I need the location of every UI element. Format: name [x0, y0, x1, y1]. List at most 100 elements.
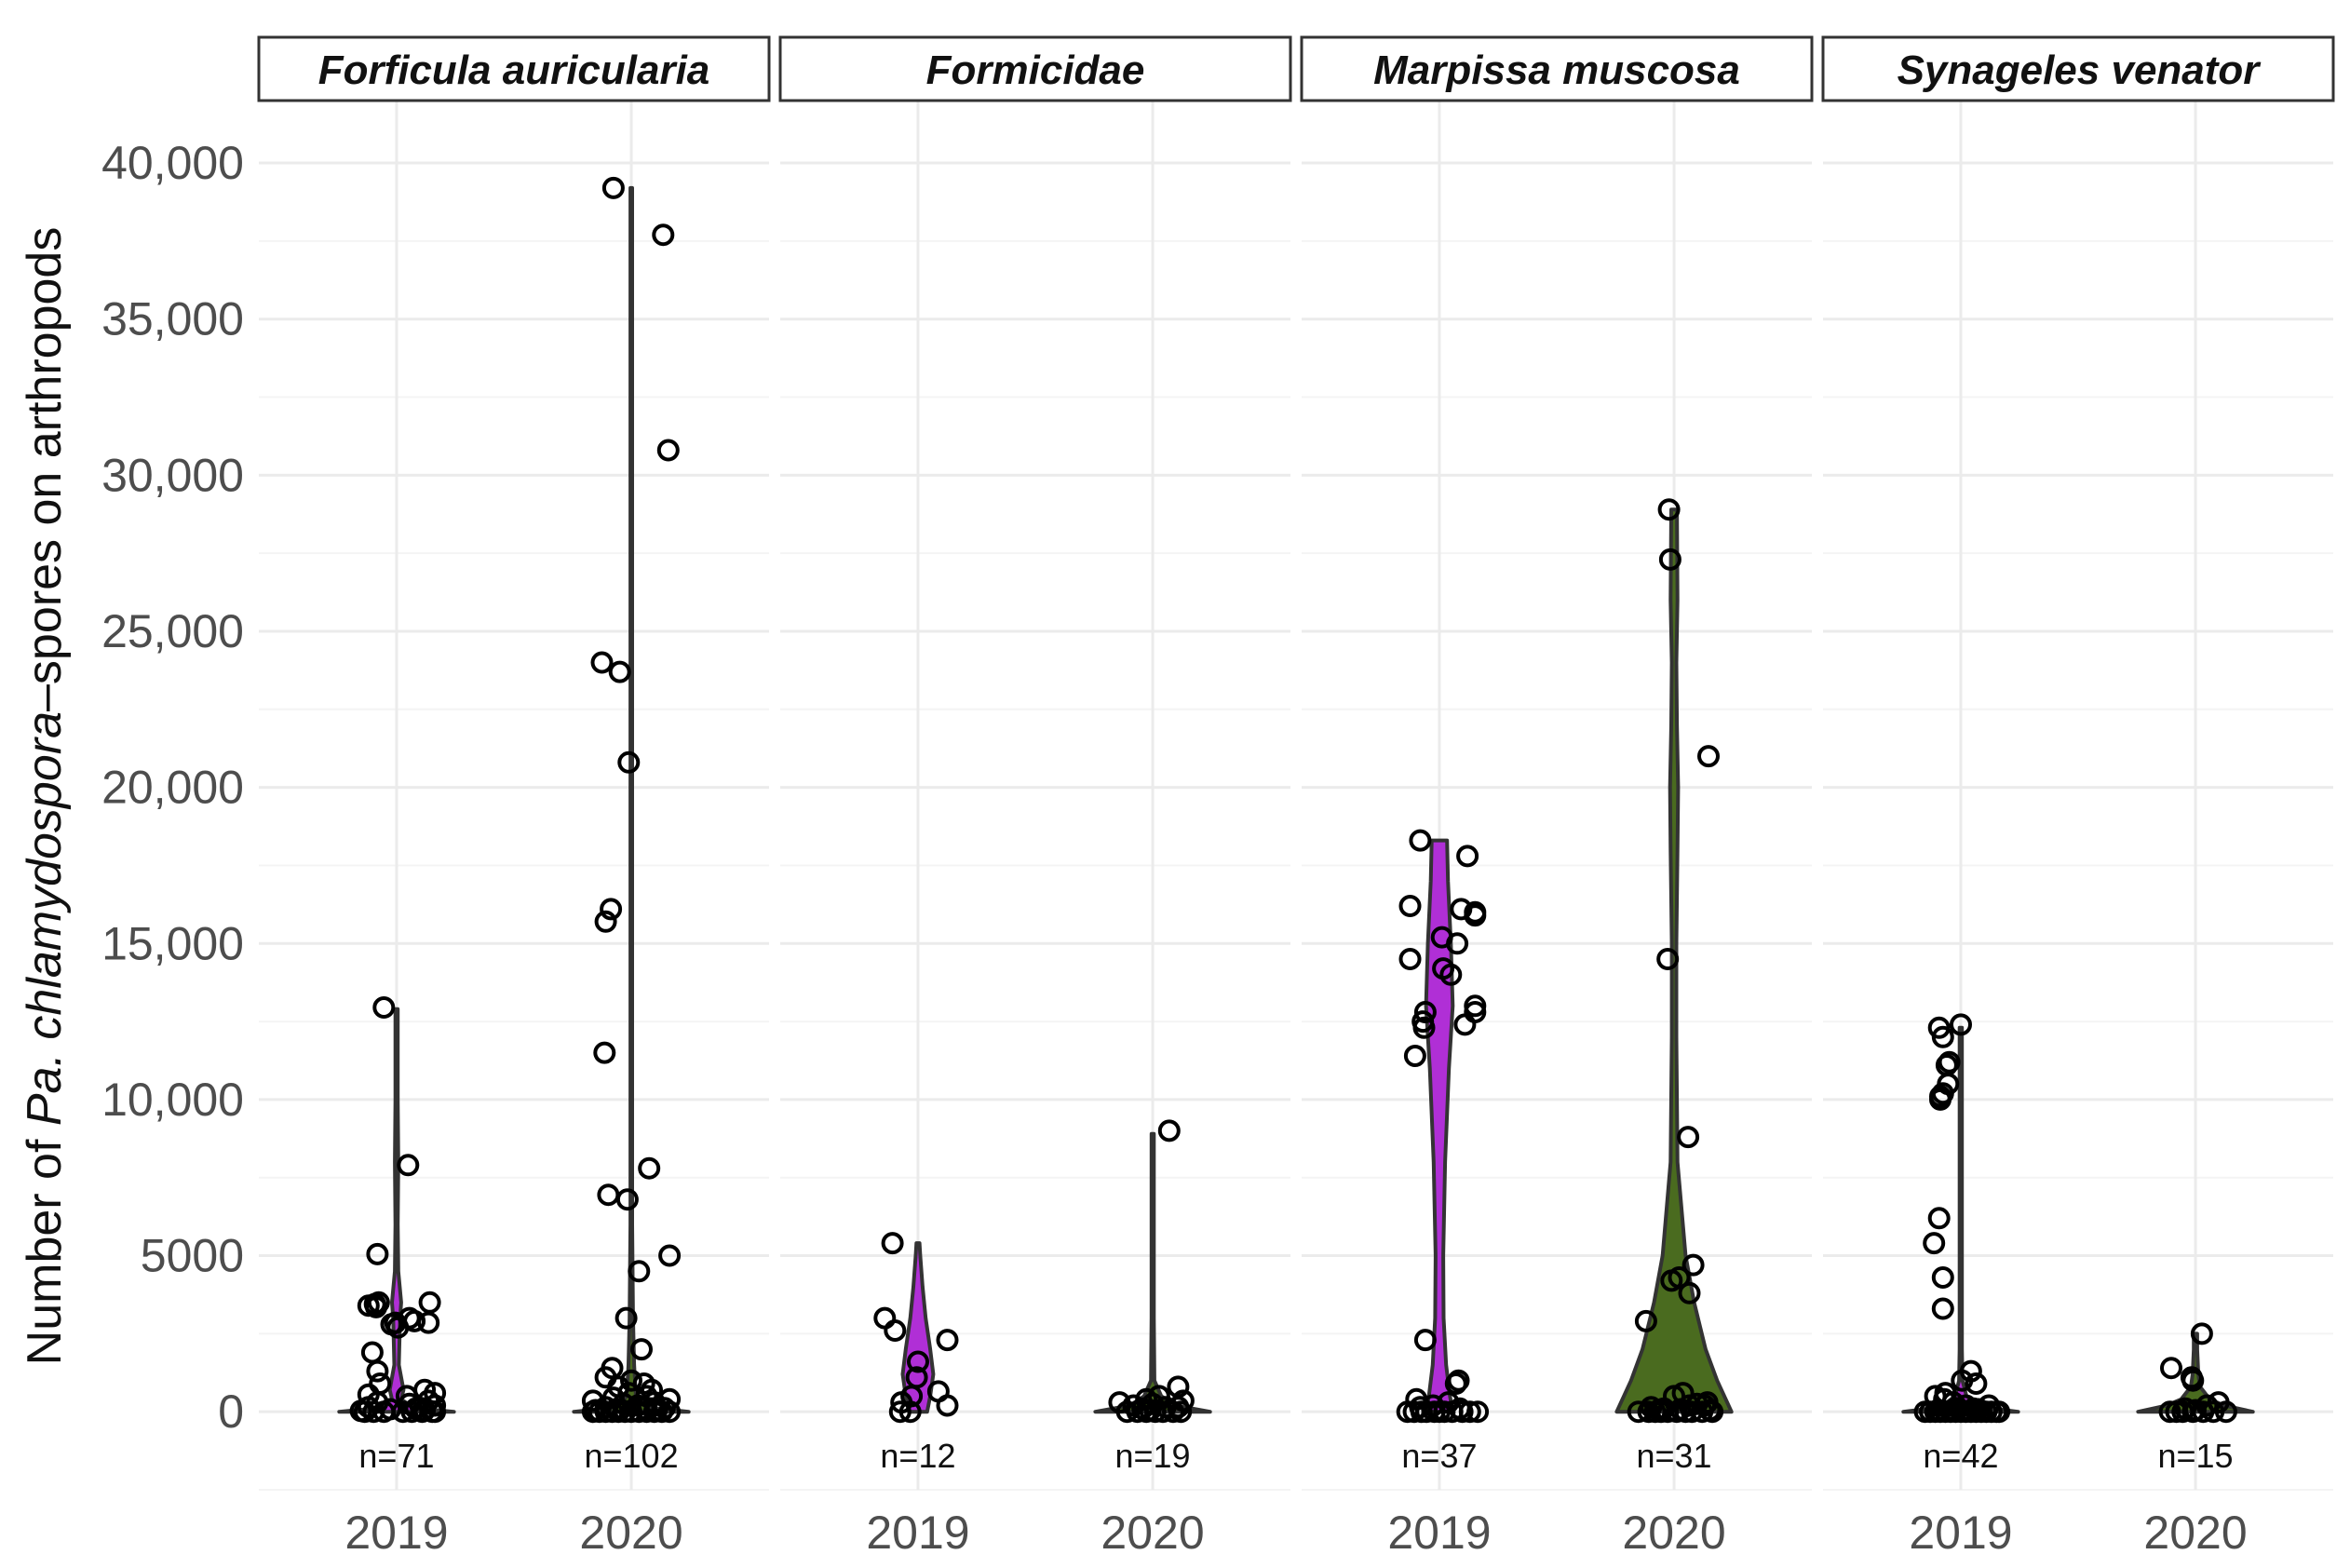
data-point [360, 1341, 384, 1364]
data-point [1398, 948, 1422, 970]
sample-size-label: n=12 [880, 1437, 955, 1475]
data-point [1139, 1399, 1162, 1422]
data-point [1926, 1399, 1950, 1422]
data-point [1660, 1269, 1683, 1292]
data-point [628, 1260, 651, 1283]
data-point [1678, 1394, 1701, 1417]
data-point [1927, 1207, 1951, 1230]
data-point [1978, 1394, 2001, 1417]
data-point [1456, 845, 1479, 868]
data-point [1931, 1297, 1954, 1320]
point-layer [349, 176, 2237, 1424]
data-point [1464, 994, 1487, 1018]
data-point [2190, 1322, 2213, 1345]
data-point [1444, 1372, 1467, 1395]
y-tick-label: 35,000 [101, 293, 244, 345]
sample-size-label: n=42 [1923, 1437, 1998, 1475]
data-point [594, 910, 617, 933]
facet-strip [778, 35, 1292, 102]
data-point [608, 660, 631, 683]
data-point [630, 1338, 653, 1361]
data-point [936, 1394, 959, 1417]
data-point [1413, 1329, 1437, 1352]
data-point [1409, 1396, 1432, 1419]
data-point [581, 1389, 604, 1413]
data-point [1965, 1372, 1988, 1395]
data-point [1627, 1400, 1650, 1424]
y-tick-label: 0 [218, 1386, 244, 1438]
data-point [658, 1387, 682, 1411]
data-point [1677, 1126, 1700, 1149]
y-tick-label: 40,000 [101, 137, 244, 189]
data-point [1931, 1266, 1954, 1289]
data-point [1447, 1369, 1470, 1392]
y-tick-label: 5000 [141, 1230, 244, 1282]
violin-2020 [572, 185, 691, 1414]
data-point [1409, 829, 1432, 852]
data-point [1167, 1396, 1190, 1419]
data-point [600, 898, 623, 921]
x-tick-label: 2020 [1101, 1507, 1204, 1559]
data-point [386, 1316, 410, 1339]
data-point [1947, 1397, 1970, 1420]
data-point [1658, 547, 1681, 571]
data-point [1458, 1400, 1481, 1424]
data-point [638, 1156, 661, 1180]
data-point [590, 651, 614, 674]
data-point [617, 750, 641, 774]
data-point [366, 1359, 389, 1383]
data-point [1657, 498, 1681, 521]
data-point [369, 1372, 392, 1395]
x-tick-label: 2019 [866, 1507, 969, 1559]
data-point [1634, 1309, 1657, 1332]
data-point [597, 1183, 620, 1207]
data-point [1951, 1369, 1974, 1392]
data-point [2158, 1400, 2181, 1424]
data-point [2174, 1397, 2197, 1420]
sample-size-label: n=15 [2157, 1437, 2233, 1475]
data-point [601, 176, 625, 199]
data-point [1453, 1013, 1477, 1036]
data-point [1413, 1001, 1437, 1023]
data-point [2214, 1400, 2237, 1424]
data-point [1464, 904, 1487, 927]
y-tick-label: 25,000 [101, 605, 244, 657]
y-tick-label: 20,000 [101, 762, 244, 814]
violin-2019 [1901, 1025, 2020, 1414]
x-tick-label: 2020 [579, 1507, 682, 1559]
violin-layer [337, 185, 2255, 1414]
grid-layer [259, 101, 2333, 1491]
data-point [615, 1306, 638, 1330]
facet-strip [1300, 35, 1814, 102]
label-layer: n=71 n=102 n=12 n=19 n=37 n=31 n=42 n=15 [358, 1437, 2233, 1475]
data-point [656, 439, 680, 462]
facet-strip [1821, 35, 2335, 102]
y-tick-label: 15,000 [101, 917, 244, 969]
data-point [372, 996, 396, 1019]
data-point [1697, 745, 1720, 768]
facet-title: Forficula auricularia [318, 47, 710, 93]
y-axis-title-part-1: Number of [18, 1126, 72, 1365]
sample-size-label: n=19 [1114, 1437, 1190, 1475]
y-axis-title-species: Pa. chlamydospora [18, 711, 72, 1126]
data-point [1640, 1396, 1663, 1419]
x-tick-label: 2020 [1622, 1507, 1725, 1559]
data-point [2184, 1399, 2207, 1422]
x-tick-label: 2020 [2143, 1507, 2247, 1559]
data-point [366, 1242, 389, 1265]
data-point [873, 1306, 897, 1330]
strip-layer: Forficula auricularia Formicidae Marpissa … [257, 35, 2335, 102]
violin-2019 [1424, 838, 1455, 1414]
data-point [1938, 1050, 1961, 1074]
data-point [1923, 1232, 1946, 1255]
y-axis-title-part-3: –spores on arthropods [18, 227, 72, 711]
data-point [907, 1350, 929, 1373]
data-point [888, 1400, 912, 1424]
data-point [1448, 1397, 1471, 1420]
y-axis-title: Number of Pa. chlamydospora–spores on ar… [18, 227, 72, 1366]
data-point [2160, 1357, 2182, 1380]
data-point [1931, 1025, 1954, 1048]
data-point [418, 1291, 441, 1314]
data-point [1656, 948, 1680, 970]
data-point [1412, 1016, 1436, 1039]
